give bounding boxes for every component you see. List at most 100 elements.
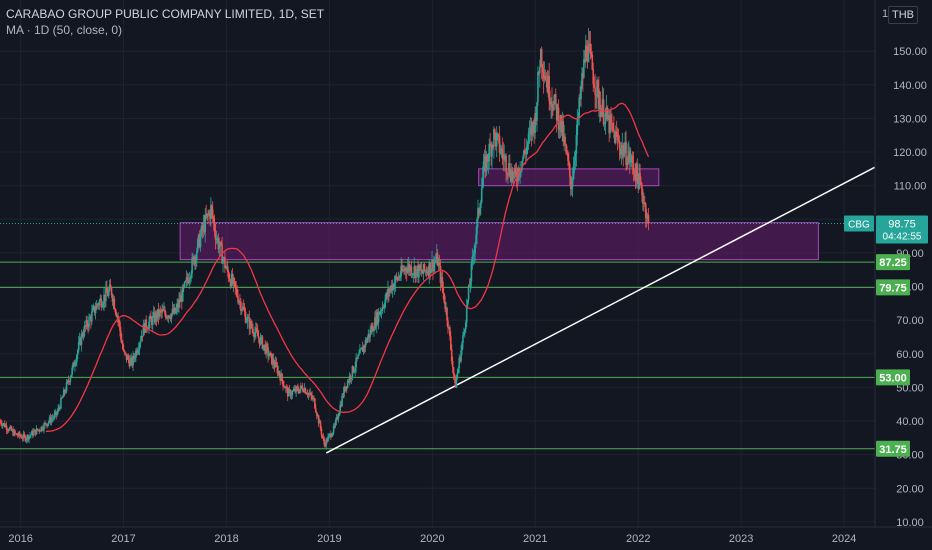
candle-body <box>150 315 152 319</box>
candle-body <box>272 358 275 365</box>
candle-body <box>218 246 221 249</box>
candle-body <box>127 356 130 360</box>
candle-body <box>181 286 184 302</box>
candle-body <box>233 278 236 282</box>
candle-body <box>402 269 404 271</box>
candle-body <box>12 429 14 436</box>
candle-body <box>304 388 307 394</box>
candle-body <box>226 266 229 272</box>
candle-body <box>512 173 515 179</box>
candle-body <box>118 319 120 323</box>
candle-body <box>267 347 269 357</box>
candle-body <box>570 186 573 189</box>
last-price-countdown: 04:42:55 <box>883 232 922 243</box>
candle-body <box>17 432 20 436</box>
candle-body <box>97 304 100 306</box>
candle-body <box>270 353 273 365</box>
candle-body <box>76 355 78 362</box>
candle-body <box>265 344 267 354</box>
candle-body <box>290 394 293 397</box>
candle-body <box>165 313 167 319</box>
price-scale-bg <box>875 0 932 550</box>
candle-body <box>185 277 188 282</box>
candle-body <box>25 439 28 441</box>
candle-body <box>219 241 222 247</box>
candle-body <box>77 342 80 351</box>
indicator-label[interactable]: MA · 1D (50, close, 0) <box>6 23 123 37</box>
candle-body <box>178 299 180 308</box>
candle-body <box>248 317 251 329</box>
candle-body <box>554 94 556 101</box>
candle-body <box>538 72 540 73</box>
candle-body <box>363 345 366 348</box>
candle-body <box>21 438 24 440</box>
candle-body <box>536 102 538 121</box>
candle-body <box>431 259 433 270</box>
candle-body <box>521 160 523 170</box>
candle-body <box>240 309 243 311</box>
candle-body <box>43 423 45 430</box>
candle-body <box>300 385 303 388</box>
candle-body <box>112 298 115 302</box>
candle-body <box>506 172 508 174</box>
candle-body <box>483 156 486 162</box>
candle-body <box>137 348 140 351</box>
candle-body <box>275 361 278 366</box>
candle-body <box>334 420 337 426</box>
candle-body <box>92 306 95 309</box>
candle-body <box>296 386 298 388</box>
candle-body <box>497 134 500 136</box>
candle-body <box>170 313 173 319</box>
candle-body <box>47 421 50 424</box>
candle-body <box>123 350 126 353</box>
candle-body <box>189 278 192 280</box>
candle-body <box>327 436 329 442</box>
candle-body <box>199 235 202 248</box>
candle-body <box>203 222 206 233</box>
candle-body <box>105 287 107 301</box>
candle-body <box>169 317 172 319</box>
x-tick-label: 2022 <box>626 533 650 545</box>
candle-body <box>175 308 177 314</box>
candle-body <box>590 51 593 55</box>
candle-body <box>151 318 153 326</box>
candle-body <box>28 436 30 440</box>
candle-body <box>250 320 252 327</box>
candle-body <box>645 217 648 219</box>
currency-button[interactable]: THB <box>888 6 918 24</box>
candle-body <box>601 99 604 111</box>
candle-body <box>524 152 527 155</box>
candle-body <box>559 115 562 128</box>
candle-body <box>457 367 460 374</box>
candle-body <box>604 113 607 124</box>
candle-body <box>585 45 588 56</box>
candle-body <box>295 386 297 393</box>
candle-body <box>55 411 58 416</box>
candle-body <box>302 390 305 392</box>
candle-body <box>280 373 282 381</box>
candle-body <box>419 265 421 270</box>
candle-body <box>366 338 369 343</box>
candle-body <box>523 150 525 158</box>
candle-body <box>155 312 158 320</box>
candle-body <box>608 115 610 134</box>
candle-body <box>375 317 377 327</box>
candle-body <box>2 423 5 425</box>
candle-body <box>196 239 199 252</box>
candle-body <box>433 263 435 272</box>
candle-body <box>142 324 145 337</box>
candle-body <box>104 294 106 301</box>
candle-body <box>210 205 212 219</box>
candle-body <box>394 276 397 284</box>
candle-body <box>315 408 317 413</box>
candle-body <box>321 434 324 437</box>
candle-body <box>596 80 598 97</box>
candle-body <box>156 309 159 320</box>
candle-body <box>227 271 230 279</box>
candle-body <box>624 141 626 151</box>
candle-body <box>450 349 453 362</box>
candle-body <box>13 430 15 436</box>
candle-body <box>337 416 340 420</box>
candle-body <box>565 143 567 153</box>
